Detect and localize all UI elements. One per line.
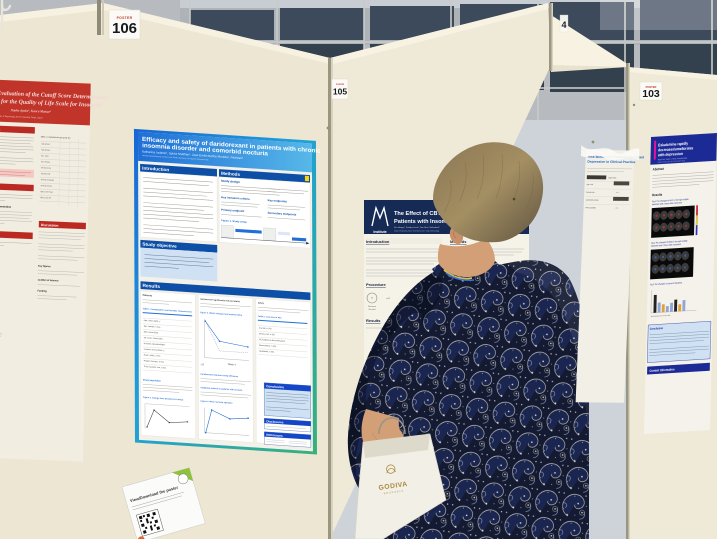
svg-text:Sex, male: Sex, male [41,155,48,157]
svg-text:Van Houge¹, Timothy Lewis¹, Su: Van Houge¹, Timothy Lewis¹, Sun Hee Chak… [394,226,440,229]
svg-text:103: 103 [642,88,660,100]
svg-text:Procedure: Procedure [366,282,387,287]
svg-text:Severity mild: Severity mild [41,172,51,175]
svg-text:Safety: Safety [258,301,265,304]
svg-text:Abstract: Abstract [653,167,664,172]
svg-text:106: 106 [112,20,137,37]
svg-text:Week 4: Week 4 [228,363,237,367]
svg-text:Age group 1: Age group 1 [41,142,50,145]
svg-text:Results: Results [652,192,662,197]
svg-text:Depression in Clinical Practic: Depression in Clinical Practice [587,160,635,164]
svg-text:Patients: Patients [143,294,153,298]
svg-text:Female sex: Female sex [586,192,595,194]
svg-text:Severity severe: Severity severe [41,184,52,187]
svg-text:Institute: Institute [373,230,386,234]
svg-text:1.4: 1.4 [616,192,618,194]
svg-text:Funding: Funding [37,290,47,293]
svg-text:Age group 2: Age group 2 [41,148,50,151]
svg-text:4: 4 [561,20,566,30]
svg-text:Results: Results [143,283,161,290]
svg-text:Introduction: Introduction [366,239,390,244]
svg-text:2.1: 2.1 [616,208,618,210]
svg-text:Key figures: Key figures [38,265,51,269]
svg-text:ISI total score: ISI total score [41,166,51,169]
svg-text:Severity moderate: Severity moderate [41,178,54,182]
svg-text:Discussion: Discussion [41,223,59,228]
svg-text:Prior episodes: Prior episodes [585,207,596,209]
svg-text:n=38: n=38 [386,298,390,300]
svg-text:105: 105 [333,87,347,97]
svg-text:Results: Results [366,318,381,323]
svg-text:Sex, female: Sex, female [41,161,50,163]
